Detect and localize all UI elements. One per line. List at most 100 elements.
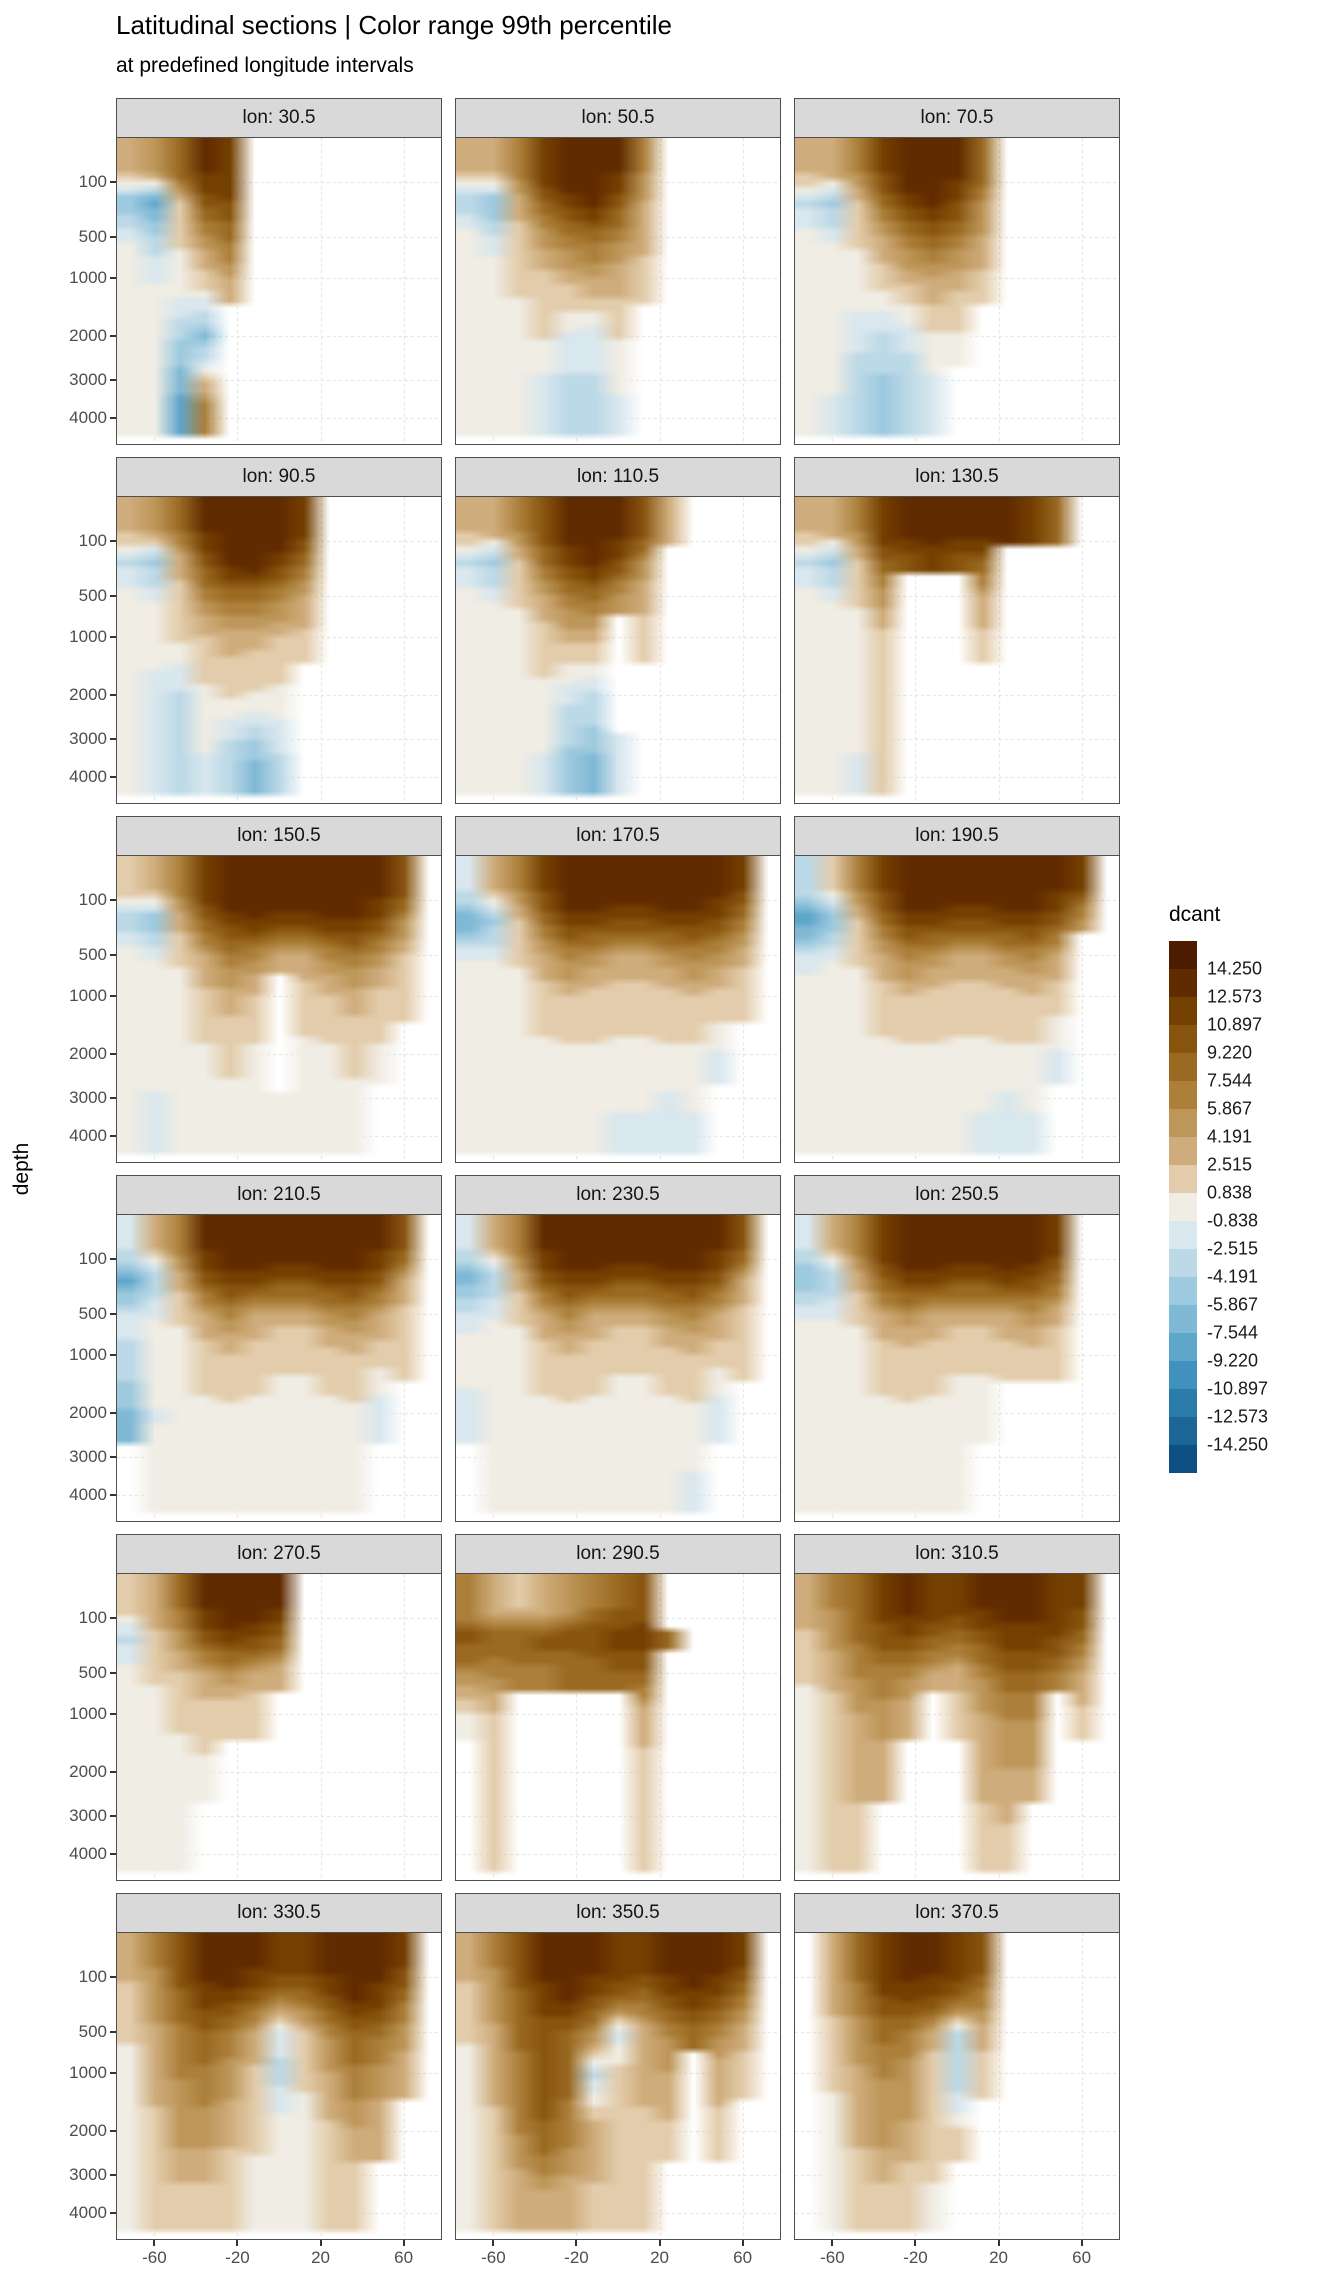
legend-color-segment <box>1169 1165 1197 1193</box>
y-tick-label: 3000 <box>69 2165 107 2185</box>
y-tick-mark <box>110 738 116 741</box>
legend-break-label: 9.220 <box>1207 1042 1253 1063</box>
y-tick-label: 500 <box>78 585 107 605</box>
facet-section-canvas <box>117 856 441 1161</box>
facet-lon-50.5: lon: 50.5 <box>455 98 781 445</box>
x-tick-mark <box>236 2240 239 2246</box>
x-tick-mark <box>319 2240 322 2246</box>
y-tick-label: 1000 <box>69 1703 107 1723</box>
legend-color-segment <box>1169 1249 1197 1277</box>
facet-section-canvas <box>795 856 1119 1161</box>
facet-lon-90.5: lon: 90.5 100 500 1000 2000 3000 4000 <box>69 457 442 804</box>
facet-strip-label: lon: 310.5 <box>794 1534 1120 1574</box>
y-tick-mark <box>110 1052 116 1055</box>
legend-break-label: 10.897 <box>1207 1014 1263 1035</box>
legend-break-label: -14.250 <box>1207 1434 1269 1455</box>
legend-color-segment <box>1169 1417 1197 1445</box>
y-tick-label: 100 <box>78 172 107 192</box>
facet-lon-310.5: lon: 310.5 <box>794 1534 1120 1881</box>
legend-break-label: -0.838 <box>1207 1210 1259 1231</box>
facet-strip-label: lon: 70.5 <box>794 98 1120 138</box>
facet-section-canvas <box>117 1574 441 1879</box>
facet-strip-label: lon: 330.5 <box>116 1893 442 1933</box>
facet-panel: -60 -20 20 60 <box>455 1933 781 2267</box>
y-tick-label: 1000 <box>69 1344 107 1364</box>
x-tick-label: 60 <box>1072 2248 1092 2267</box>
y-tick-mark <box>110 276 116 279</box>
y-tick-label: 3000 <box>69 1806 107 1826</box>
y-tick-label: 500 <box>78 944 107 964</box>
y-tick-mark <box>110 416 116 419</box>
y-tick-label: 4000 <box>69 1843 107 1863</box>
legend-color-segment <box>1169 1221 1197 1249</box>
legend-color-segment <box>1169 1109 1197 1137</box>
y-tick-mark <box>110 2030 116 2033</box>
y-tick-mark <box>110 994 116 997</box>
y-tick-mark <box>110 693 116 696</box>
facet-section-canvas <box>117 1215 441 1520</box>
facet-strip-label: lon: 30.5 <box>116 98 442 138</box>
facet-lon-210.5: lon: 210.5 100 500 1000 2000 3000 4000 <box>69 1175 442 1522</box>
x-tick-label: -20 <box>225 2248 250 2267</box>
legend-color-segment <box>1169 1361 1197 1389</box>
y-tick-mark <box>110 635 116 638</box>
facet-panel: 100 500 1000 2000 3000 4000 <box>69 497 442 804</box>
y-tick-mark <box>110 334 116 337</box>
facet-panel <box>794 1215 1120 1522</box>
y-tick-label: 1000 <box>69 267 107 287</box>
facet-panel: 100 500 1000 2000 3000 4000 <box>69 138 442 445</box>
facet-lon-150.5: lon: 150.5 100 500 1000 2000 3000 4000 <box>69 816 442 1163</box>
facet-lon-170.5: lon: 170.5 <box>455 816 781 1163</box>
legend: dcant 14.250 12.573 10.897 9.220 7.544 5.867 4… <box>1169 903 1268 1473</box>
legend-color-segment <box>1169 1053 1197 1081</box>
y-tick-mark <box>110 235 116 238</box>
legend-color-segment <box>1169 1445 1197 1473</box>
y-tick-label: 4000 <box>69 766 107 786</box>
legend-break-label: -10.897 <box>1207 1378 1269 1399</box>
facet-panel <box>794 497 1120 804</box>
y-tick-label: 500 <box>78 1662 107 1682</box>
x-tick-label: -60 <box>820 2248 845 2267</box>
x-tick-label: -20 <box>564 2248 589 2267</box>
y-tick-label: 4000 <box>69 1125 107 1145</box>
y-tick-mark <box>110 1312 116 1315</box>
y-tick-label: 100 <box>78 890 107 910</box>
x-tick-mark <box>914 2240 917 2246</box>
x-tick-mark <box>997 2240 1000 2246</box>
facet-section-canvas <box>117 1933 441 2238</box>
legend-break-label: 4.191 <box>1207 1126 1253 1147</box>
y-tick-mark <box>110 2174 116 2177</box>
facet-strip-label: lon: 270.5 <box>116 1534 442 1574</box>
facet-section-canvas <box>456 856 780 1161</box>
x-tick-label: -60 <box>481 2248 506 2267</box>
y-tick-mark <box>110 1815 116 1818</box>
x-tick-mark <box>831 2240 834 2246</box>
facet-strip-label: lon: 110.5 <box>455 457 781 497</box>
facet-lon-330.5: lon: 330.5 100 500 1000 2000 3000 4000 -60 -20 20… <box>69 1893 442 2267</box>
facet-strip-label: lon: 290.5 <box>455 1534 781 1574</box>
facet-panel: -60 -20 20 60 <box>794 1933 1120 2267</box>
legend-break-label: 12.573 <box>1207 986 1263 1007</box>
facet-strip-label: lon: 210.5 <box>116 1175 442 1215</box>
facet-panel: 100 500 1000 2000 3000 4000 <box>69 1215 442 1522</box>
chart-subtitle: at predefined longitude intervals <box>116 54 414 77</box>
y-tick-mark <box>110 1258 116 1261</box>
y-tick-mark <box>110 540 116 543</box>
y-tick-label: 4000 <box>69 407 107 427</box>
facet-strip-label: lon: 170.5 <box>455 816 781 856</box>
x-tick-label: 20 <box>311 2248 330 2267</box>
y-tick-mark <box>110 594 116 597</box>
y-tick-label: 4000 <box>69 1484 107 1504</box>
y-tick-label: 3000 <box>69 729 107 749</box>
y-tick-mark <box>110 379 116 382</box>
y-tick-label: 2000 <box>69 1402 107 1422</box>
x-tick-label: 20 <box>650 2248 669 2267</box>
legend-break-label: -2.515 <box>1207 1238 1259 1259</box>
legend-colorbar: 14.250 12.573 10.897 9.220 7.544 5.867 4.191 2.… <box>1169 941 1268 1473</box>
x-tick-mark <box>741 2240 744 2246</box>
y-tick-label: 1000 <box>69 985 107 1005</box>
facet-section-canvas <box>795 1215 1119 1520</box>
facet-strip-label: lon: 350.5 <box>455 1893 781 1933</box>
facet-section-canvas <box>456 1215 780 1520</box>
facet-strip-label: lon: 230.5 <box>455 1175 781 1215</box>
